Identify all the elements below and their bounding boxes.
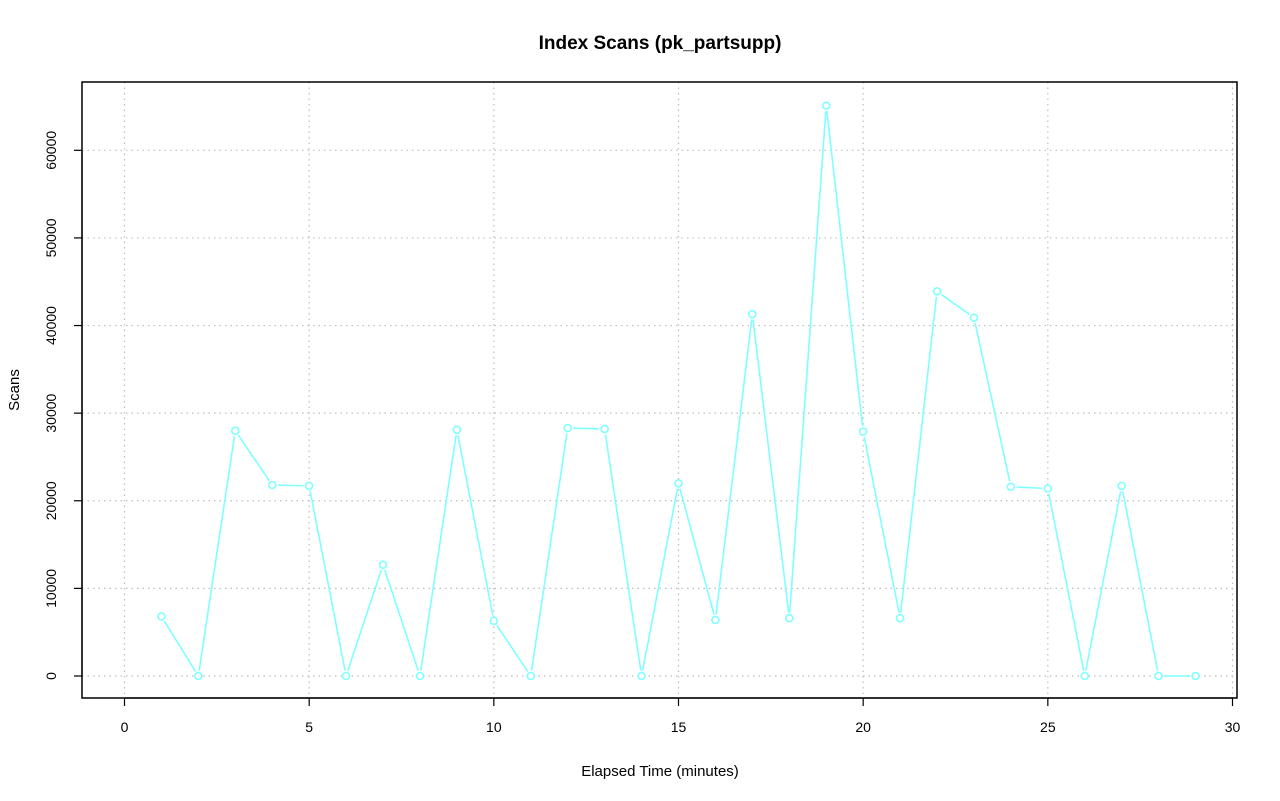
x-tick-label: 0 [121, 719, 129, 735]
series-line-segment [384, 569, 419, 672]
series-line-segment [641, 488, 679, 671]
data-point [1154, 671, 1163, 681]
series-line-segment [826, 110, 864, 427]
y-tick-label: 20000 [43, 481, 59, 520]
y-axis-label: Scans [6, 369, 23, 411]
series-line-segment [237, 434, 270, 481]
data-point [1006, 482, 1016, 492]
series-line-segment [530, 433, 568, 671]
data-point [932, 287, 942, 296]
series-line-segment [419, 435, 457, 671]
data-point [858, 427, 868, 436]
series-line-segment [941, 293, 970, 316]
data-point [304, 481, 314, 491]
series-line-segment [679, 488, 715, 615]
series-line-segment [198, 435, 236, 671]
y-tick-label: 10000 [43, 569, 59, 608]
x-axis-label: Elapsed Time (minutes) [581, 763, 739, 780]
series-line-segment [974, 322, 1011, 482]
data-point [526, 671, 536, 681]
grid [82, 82, 1237, 698]
series-line-segment [788, 111, 827, 613]
data-point [711, 615, 720, 625]
y-tick-label: 40000 [43, 306, 59, 345]
plot-frame [81, 81, 1238, 699]
series-line-segment [1048, 493, 1085, 671]
series-line-segment [1121, 491, 1159, 671]
series-line-segment [1016, 486, 1043, 490]
series-line-segment [309, 491, 346, 671]
data-point [1080, 671, 1090, 681]
data-point [1117, 481, 1126, 491]
series-line-segment [899, 296, 938, 613]
data-point [895, 613, 905, 623]
series-line-segment [573, 427, 600, 430]
y-axis: 0 10000 20000 30000 40000 50000 60000 [43, 131, 83, 680]
y-tick-label: 0 [43, 672, 59, 680]
data-point [194, 671, 203, 681]
y-tick-label: 30000 [43, 393, 59, 432]
y-tick-label: 50000 [43, 218, 59, 257]
series-line-segment [752, 319, 790, 613]
series [157, 101, 1200, 681]
data-point [1191, 671, 1200, 681]
series-line-segment [277, 484, 304, 487]
x-axis: 0 5 10 15 20 25 30 [121, 697, 1241, 735]
x-tick-label: 10 [486, 719, 502, 735]
series-line-segment [163, 620, 197, 672]
data-point [341, 671, 351, 681]
data-point [1043, 484, 1053, 493]
data-point [267, 480, 277, 490]
data-point [563, 423, 573, 433]
data-point [452, 425, 462, 435]
data-point [674, 478, 683, 488]
x-tick-label: 15 [671, 719, 687, 735]
data-point [821, 101, 831, 110]
series-line-segment [496, 624, 529, 672]
x-tick-label: 20 [855, 719, 871, 735]
x-tick-label: 5 [305, 719, 313, 735]
y-tick-label: 60000 [43, 131, 59, 170]
data-point [489, 616, 499, 626]
data-point [157, 612, 166, 621]
x-tick-label: 25 [1040, 719, 1056, 735]
data-point [637, 671, 646, 681]
chart-title: Index Scans (pk_partsupp) [539, 33, 782, 54]
data-point [231, 426, 240, 435]
series-line-segment [715, 319, 753, 615]
data-point [784, 613, 794, 623]
series-line-segment [347, 569, 383, 672]
data-point [748, 309, 757, 319]
x-tick-label: 30 [1225, 719, 1241, 735]
data-point [600, 424, 609, 434]
data-point [378, 560, 388, 570]
series-line-segment [863, 436, 900, 613]
series-line-segment [457, 435, 494, 616]
series-line-segment [1085, 491, 1122, 671]
data-point [969, 313, 979, 322]
data-point [415, 671, 425, 681]
series-line-segment [604, 434, 642, 671]
